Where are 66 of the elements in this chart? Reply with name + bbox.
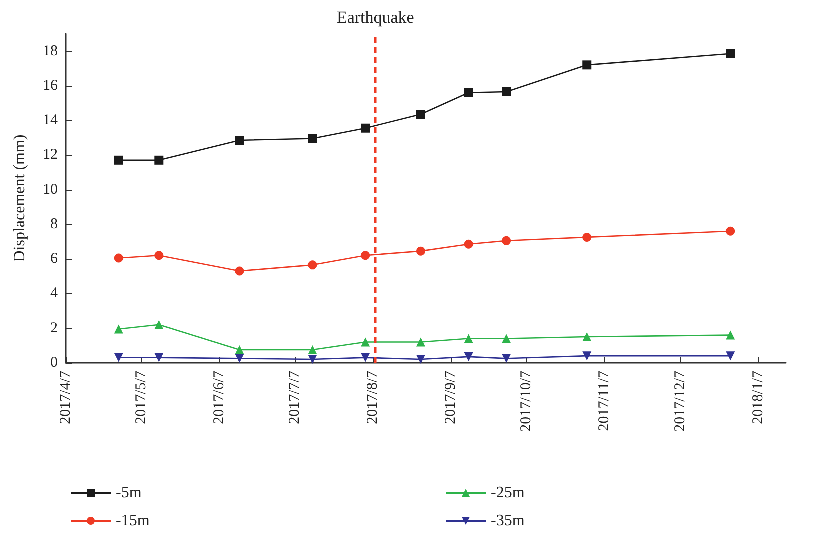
legend-label: -15m [116, 512, 150, 530]
y-tick-label: 4 [50, 286, 58, 302]
point [308, 346, 318, 355]
y-tick-label: 8 [50, 216, 58, 232]
x-tick-label: 2017/9/7 [443, 370, 460, 424]
point [114, 156, 124, 165]
legend-label: -25m [491, 484, 526, 502]
point [502, 88, 512, 97]
point [308, 355, 318, 364]
point [235, 354, 244, 364]
point [726, 49, 736, 58]
point [154, 320, 164, 330]
x-tick-label: 2017/5/7 [134, 370, 150, 424]
x-tick-label: 2017/12/7 [672, 370, 688, 432]
point [114, 254, 124, 263]
ref-line-label: Earthquake [336, 8, 414, 27]
y-tick-label: 12 [43, 147, 58, 164]
x-tick-label: 2017/6/7 [212, 370, 228, 424]
x-tick-label: 2017/7/7 [287, 370, 304, 424]
point [464, 88, 474, 98]
point [235, 136, 244, 145]
point [464, 240, 474, 249]
point [582, 352, 592, 361]
point [154, 251, 164, 260]
y-tick-label: 10 [43, 182, 58, 198]
y-tick-label: 0 [50, 355, 58, 371]
point [154, 353, 164, 362]
y-tick-label: 2 [50, 320, 58, 336]
x-tick-label: 2018/1/7 [750, 370, 766, 424]
point [726, 226, 736, 236]
x-tick-label: 2017/8/7 [365, 370, 382, 424]
point [361, 124, 370, 133]
point [235, 266, 244, 276]
legend-label: -35m [491, 512, 526, 530]
x-tick-label: 2017/10/7 [518, 370, 535, 432]
x-tick-label: 2017/4/7 [58, 370, 74, 424]
y-tick-label: 14 [43, 112, 58, 129]
y-axis-title: Displacement (mm) [12, 134, 28, 262]
point [114, 324, 124, 334]
point [502, 236, 512, 246]
point [361, 353, 370, 362]
x-tick-label: 2017/11/7 [596, 370, 613, 432]
y-tick-label: 18 [43, 43, 58, 60]
point [114, 353, 124, 362]
point [361, 251, 370, 260]
point [726, 330, 736, 340]
point [308, 134, 318, 144]
point [154, 156, 164, 165]
point [416, 246, 426, 256]
legend-label: -5m [116, 484, 142, 502]
point [361, 338, 370, 347]
point [582, 60, 592, 70]
point [235, 346, 244, 355]
y-tick-label: 6 [50, 251, 58, 268]
point [726, 352, 736, 361]
point [464, 334, 474, 344]
point [582, 232, 592, 242]
point [502, 334, 512, 344]
point [502, 354, 512, 364]
point [582, 332, 592, 342]
point [416, 338, 426, 347]
point [464, 352, 474, 362]
point [416, 110, 426, 120]
y-tick-label: 16 [43, 78, 58, 94]
point [308, 260, 318, 270]
point [416, 355, 426, 364]
